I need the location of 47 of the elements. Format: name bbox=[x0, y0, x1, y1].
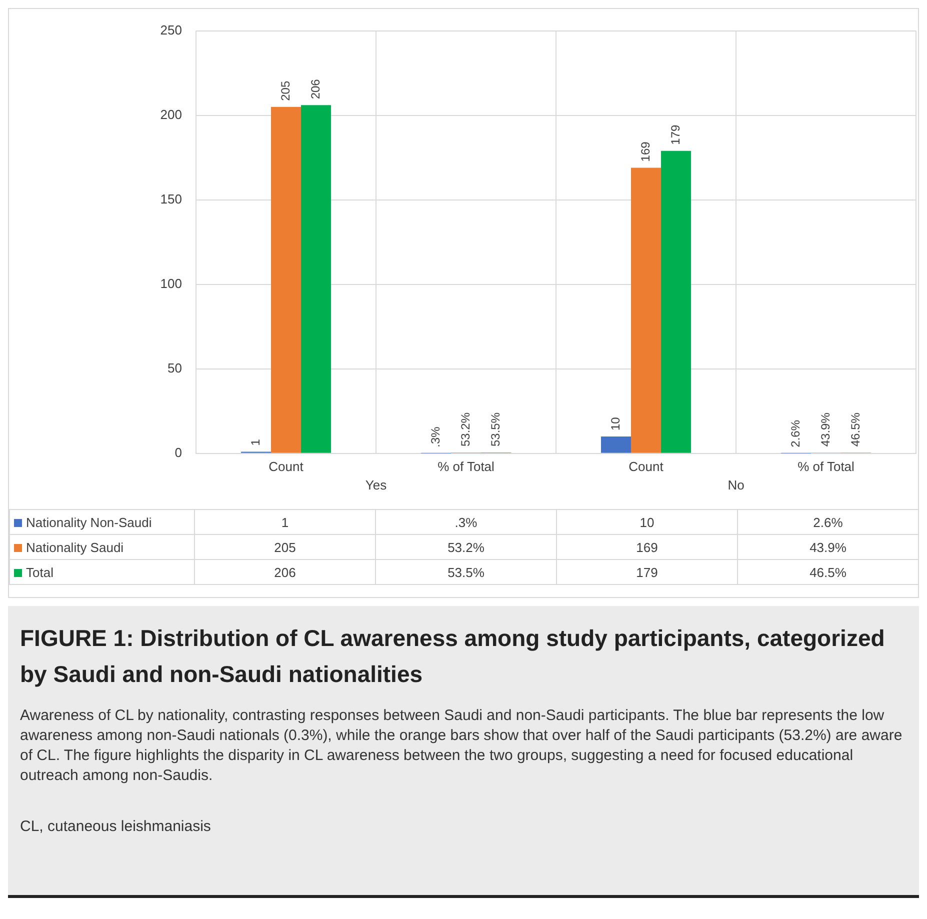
bar bbox=[601, 436, 631, 453]
data-label: 179 bbox=[556, 560, 738, 584]
text: CL, cutaneous leishmaniasis bbox=[20, 818, 212, 835]
text: FIGURE 1: Distribution of CL awareness among study participants, categorized by Saudi and non-Saudi nationalities bbox=[20, 624, 886, 689]
x-tick-label: Count bbox=[268, 458, 304, 474]
legend-label: Nationality Non-Saudi bbox=[10, 510, 194, 534]
y-tick-label: 250 bbox=[160, 22, 182, 38]
y-tick-label: 200 bbox=[160, 106, 182, 122]
text: 53.2% bbox=[458, 412, 472, 446]
legend-label: Nationality Saudi bbox=[10, 534, 194, 560]
text: .3% bbox=[428, 426, 442, 448]
text: 205 bbox=[278, 80, 292, 101]
y-tick-label: 150 bbox=[160, 191, 182, 206]
data-label: 46.5% bbox=[738, 560, 918, 584]
x-tick-label: Count bbox=[628, 458, 664, 474]
data-label: 53.2% bbox=[376, 534, 556, 560]
data-label: .3% bbox=[376, 510, 556, 534]
bar bbox=[301, 105, 331, 453]
data-label: 2.6% bbox=[738, 510, 918, 534]
legend-label: Total bbox=[10, 560, 194, 584]
bar bbox=[631, 168, 661, 453]
y-tick-label: 0 bbox=[174, 444, 182, 460]
text: 46.5% bbox=[848, 412, 862, 447]
data-label: 206 bbox=[194, 560, 376, 584]
text: 169 bbox=[638, 142, 652, 162]
text: 206 bbox=[308, 79, 322, 100]
x-tick-label: % of Total bbox=[438, 458, 495, 474]
text: Awareness of CL by nationality, contrasting responses between Saudi and non-Saudi participants. The blue bar represents the low awareness among non-Saudi nationals (0.3%), while the orange bars show that over half of the Saudi participants (53.2%) are aware of CL. The figure highlights the disparity in CL awareness between the two groups, suggesting a need for focused educational outreach among non-Saudis. bbox=[20, 706, 904, 786]
text: No bbox=[728, 477, 744, 492]
text: 53.5% bbox=[488, 412, 502, 446]
text: 179 bbox=[668, 124, 682, 145]
text: 2.6% bbox=[788, 420, 802, 448]
text: 1 bbox=[248, 439, 262, 446]
data-label: 1 bbox=[194, 510, 376, 534]
bar bbox=[271, 106, 301, 453]
y-tick-label: 50 bbox=[168, 360, 182, 376]
data-label: 53.5% bbox=[376, 560, 556, 584]
x-tick-label: % of Total bbox=[798, 458, 855, 474]
data-label: 10 bbox=[556, 510, 738, 534]
y-tick-label: 100 bbox=[160, 276, 182, 291]
text: 10 bbox=[608, 417, 622, 430]
bar bbox=[661, 150, 691, 453]
text: Yes bbox=[365, 477, 388, 492]
data-label: 169 bbox=[556, 534, 738, 560]
text: 43.9% bbox=[818, 412, 832, 447]
data-label: 43.9% bbox=[738, 534, 918, 560]
data-label: 205 bbox=[194, 534, 376, 560]
